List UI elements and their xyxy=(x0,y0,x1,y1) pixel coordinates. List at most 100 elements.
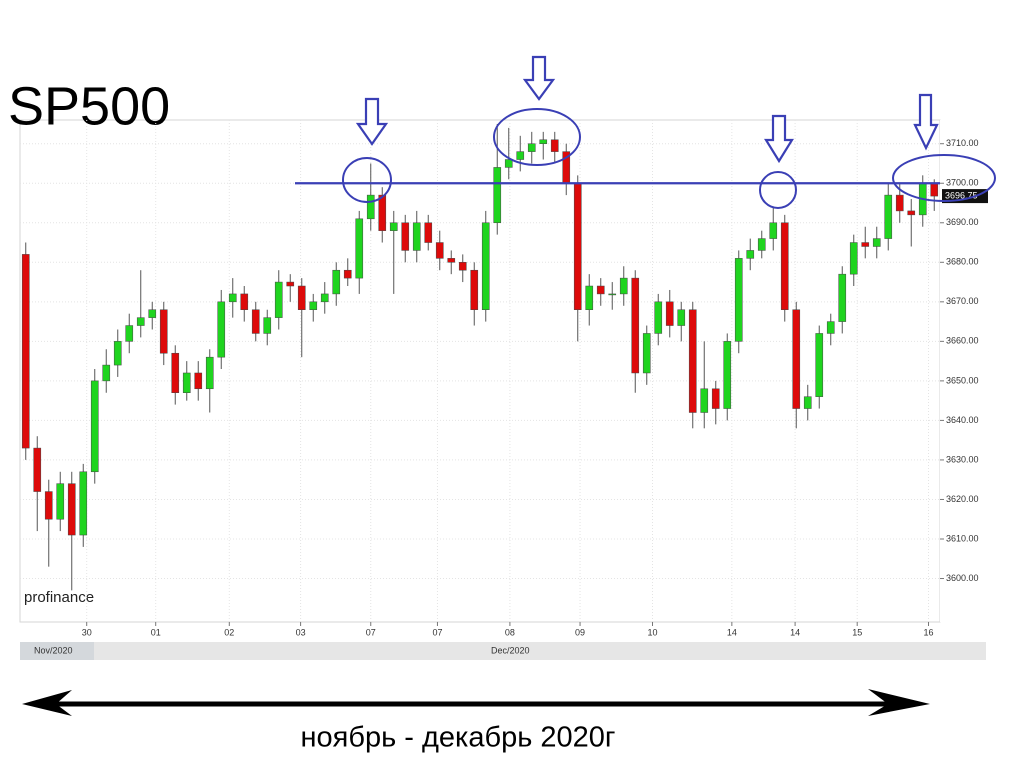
candle-body xyxy=(734,258,743,342)
month-label: Dec/2020 xyxy=(491,645,530,655)
down-arrow xyxy=(522,55,556,101)
candle-body xyxy=(723,341,732,409)
candle-body xyxy=(125,325,134,342)
candle-body xyxy=(309,301,318,310)
y-tick-label: 3670.00 xyxy=(946,296,979,306)
candle-body xyxy=(608,293,617,296)
annotations xyxy=(22,55,996,716)
x-tick-label: 16 xyxy=(923,627,933,637)
candle-body xyxy=(803,396,812,409)
down-arrow xyxy=(355,97,389,146)
candle-body xyxy=(470,269,479,310)
candle-body xyxy=(458,262,467,271)
candle-body xyxy=(21,254,30,449)
candle-body xyxy=(274,281,283,318)
candle-body xyxy=(148,309,157,318)
candle-body xyxy=(700,388,709,413)
candle-body xyxy=(389,222,398,231)
x-tick-label: 14 xyxy=(727,627,737,637)
candle-body xyxy=(297,285,306,310)
candle-body xyxy=(596,285,605,295)
candle-body xyxy=(550,139,559,152)
y-tick-label: 3610.00 xyxy=(946,533,979,543)
candle-body xyxy=(504,159,513,168)
candle-body xyxy=(688,309,697,413)
y-tick-label: 3640.00 xyxy=(946,415,979,425)
last-price-label: 3696.75 xyxy=(945,190,978,200)
candle-body xyxy=(481,222,490,310)
candle-body xyxy=(113,341,122,366)
x-tick-label: 07 xyxy=(432,627,442,637)
candle-body xyxy=(516,151,525,160)
candle-body xyxy=(815,333,824,397)
arrow-head xyxy=(868,689,930,716)
candle-body xyxy=(205,356,214,390)
x-tick-label: 08 xyxy=(505,627,515,637)
candle-body xyxy=(320,293,329,303)
candle-body xyxy=(838,273,847,322)
candle-body xyxy=(343,269,352,279)
month-strip-nov xyxy=(20,642,94,660)
last-price-tag xyxy=(942,189,988,204)
candle-body xyxy=(378,194,387,231)
x-tick-label: 09 xyxy=(575,627,585,637)
y-tick-label: 3600.00 xyxy=(946,573,979,583)
x-tick-label: 07 xyxy=(366,627,376,637)
candle-body xyxy=(665,301,674,326)
y-tick-label: 3680.00 xyxy=(946,257,979,267)
candle-body xyxy=(401,222,410,251)
candle-body xyxy=(332,269,341,295)
y-tick-label: 3700.00 xyxy=(946,178,979,188)
candle-body xyxy=(412,222,421,251)
candle-body xyxy=(792,309,801,409)
candle-body xyxy=(573,182,582,310)
candle-body xyxy=(159,309,168,354)
candle-body xyxy=(539,139,548,144)
candle-body xyxy=(194,372,203,390)
month-strip xyxy=(20,642,986,660)
candle-body xyxy=(849,242,858,275)
candle-body xyxy=(619,277,628,295)
x-tick-label: 02 xyxy=(224,627,234,637)
subtitle: ноябрь - декабрь 2020г xyxy=(301,722,616,754)
candle-body xyxy=(171,352,180,393)
watermark: profinance xyxy=(24,589,94,606)
candle-body xyxy=(228,293,237,303)
candle-body xyxy=(780,222,789,310)
highlight-ellipse xyxy=(493,108,581,166)
candle-body xyxy=(182,372,191,393)
candle-body xyxy=(56,483,65,520)
candle-body xyxy=(930,182,939,197)
highlight-ellipse xyxy=(759,171,797,209)
candle-body xyxy=(44,491,53,520)
candle-body xyxy=(907,210,916,216)
candle-body xyxy=(67,483,76,536)
y-tick-label: 3650.00 xyxy=(946,375,979,385)
candle-body xyxy=(424,222,433,243)
candle-body xyxy=(79,471,88,536)
candle-body xyxy=(677,309,686,326)
arrow-head xyxy=(22,690,72,716)
candle-body xyxy=(286,281,295,287)
candle-body xyxy=(493,167,502,224)
down-arrow xyxy=(913,93,939,151)
candle-body xyxy=(355,218,364,279)
candle-body xyxy=(884,194,893,239)
candle-body xyxy=(527,143,536,152)
candle-body xyxy=(263,317,272,334)
x-tick-label: 14 xyxy=(790,627,800,637)
candle-body xyxy=(654,301,663,334)
candle-body xyxy=(435,242,444,259)
candle-body xyxy=(251,309,260,334)
highlight-ellipse xyxy=(892,154,996,202)
candle-body xyxy=(366,194,375,220)
candle-body xyxy=(136,317,145,326)
y-tick-label: 3690.00 xyxy=(946,217,979,227)
x-tick-label: 10 xyxy=(647,627,657,637)
candle-body xyxy=(872,238,881,247)
down-arrow xyxy=(764,114,794,164)
candle-body xyxy=(861,242,870,247)
x-tick-label: 15 xyxy=(852,627,862,637)
